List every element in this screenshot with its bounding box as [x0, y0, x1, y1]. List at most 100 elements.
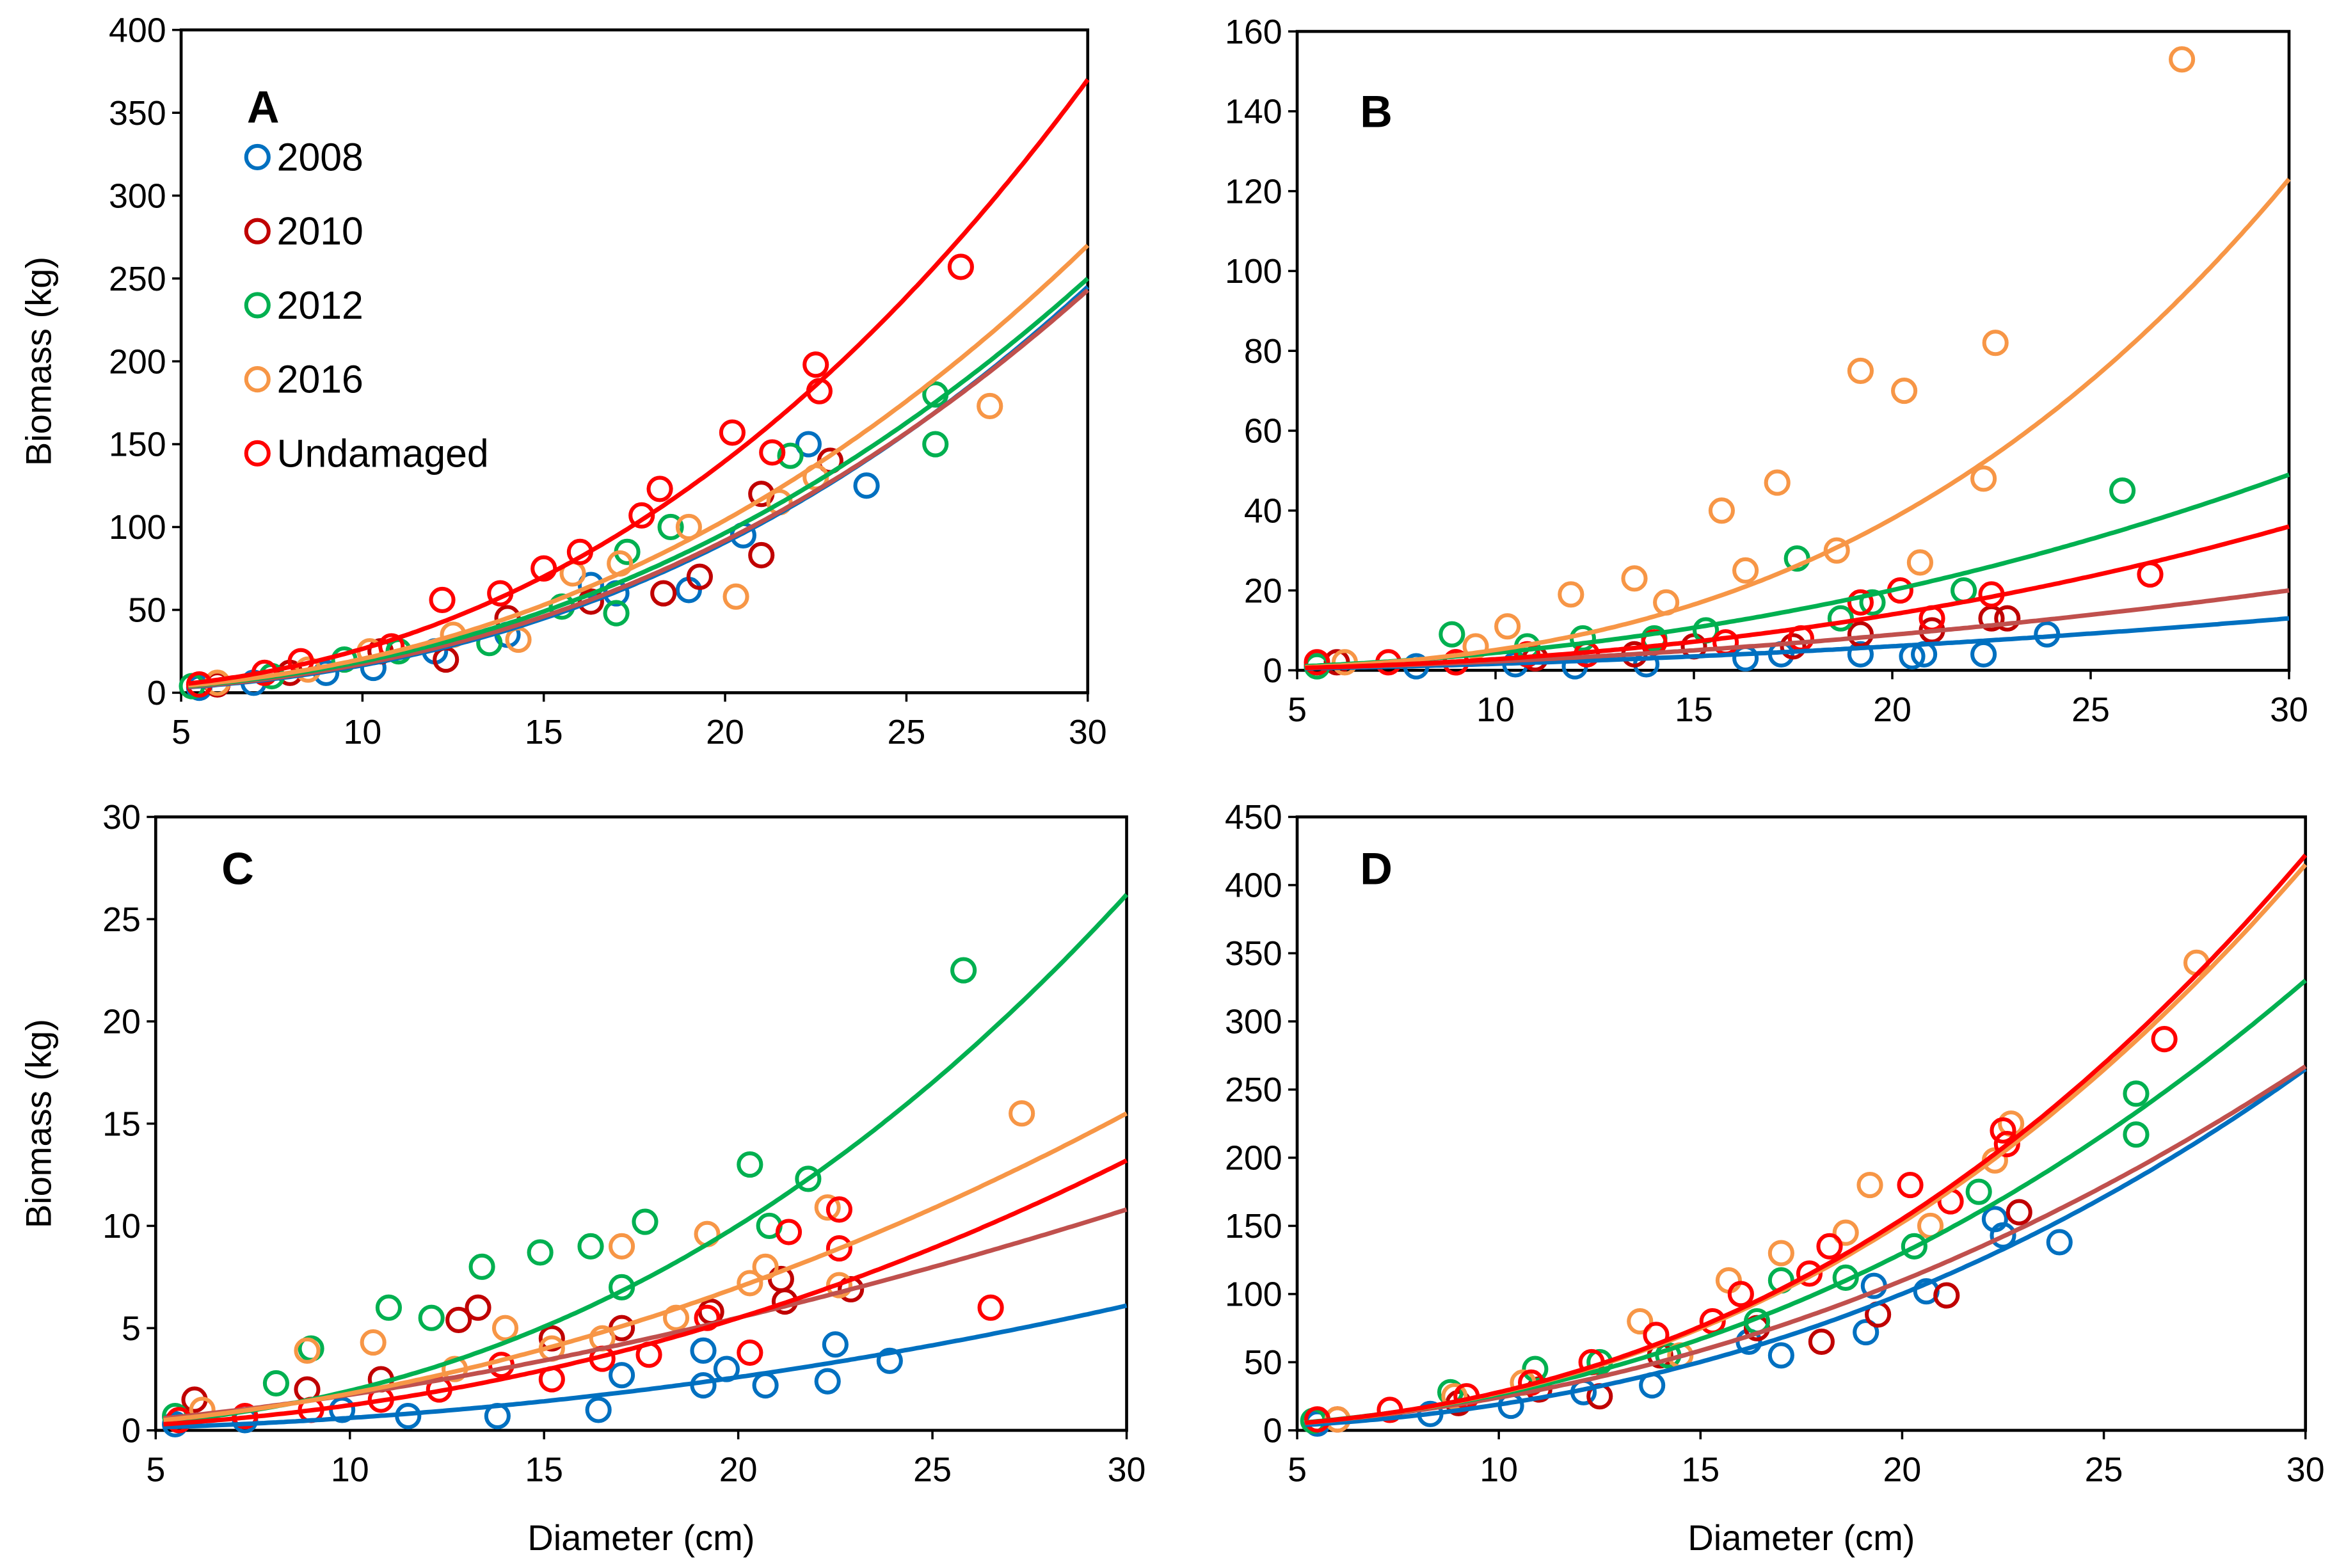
y-tick-label: 20 [1244, 572, 1282, 610]
panel-B: 5 10 15 20 25 30 0 20 40 60 80 100 120 140 160 B [1225, 13, 2308, 729]
fit-line-2008 [163, 1303, 1128, 1430]
x-tick-label: 10 [1476, 691, 1515, 729]
fit-line-2010 [1305, 1064, 2307, 1425]
y-tick-label: 350 [109, 94, 166, 132]
point-2016 [1494, 613, 1521, 640]
point-2012 [527, 1239, 554, 1266]
y-tick-label: 0 [1263, 1412, 1282, 1450]
x-axis-label: Diameter (cm) [527, 1517, 754, 1558]
point-2010 [1780, 633, 1807, 660]
x-tick-label: 25 [913, 1450, 952, 1489]
y-tick-label: 200 [1225, 1139, 1282, 1178]
point-Undamaged [1816, 1233, 1843, 1260]
y-tick-label: 120 [1225, 172, 1282, 211]
point-2012 [577, 1233, 604, 1260]
y-axis-label: Biomass (kg) [19, 257, 59, 466]
x-tick-label: 10 [1480, 1450, 1518, 1489]
point-2012 [418, 1304, 445, 1331]
point-2012 [922, 431, 949, 458]
y-axis-label: Biomass (kg) [19, 1019, 59, 1228]
point-2016 [1708, 497, 1735, 524]
point-2012 [1827, 605, 1854, 632]
fit-line-2016 [188, 243, 1090, 688]
legend-marker-2012 [244, 292, 271, 319]
y-tick-label: 350 [1225, 934, 1282, 973]
x-tick-label: 30 [1108, 1450, 1146, 1489]
point-2016 [1832, 1219, 1859, 1246]
point-Undamaged [2151, 1026, 2178, 1053]
y-tick-label: 300 [1225, 1003, 1282, 1041]
y-tick-label: 20 [102, 1003, 141, 1041]
point-2012 [375, 1294, 403, 1321]
legend-label: 2016 [277, 358, 363, 401]
y-tick-label: 15 [102, 1105, 141, 1143]
point-2008 [585, 1396, 612, 1423]
point-2012 [795, 1165, 822, 1192]
y-tick-label: 10 [102, 1207, 141, 1245]
point-2008 [608, 1362, 635, 1389]
point-2008 [876, 1347, 903, 1374]
fit-line-2008 [188, 285, 1090, 690]
fit-line-Undamaged [1305, 853, 2308, 1425]
point-2016 [1906, 549, 1933, 576]
x-tick-label: 10 [331, 1450, 369, 1489]
point-2012 [1522, 1356, 1549, 1382]
panel-letter: A [247, 83, 280, 132]
x-tick-label: 25 [888, 713, 926, 751]
point-2016 [1847, 357, 1874, 384]
point-2016 [1441, 1383, 1468, 1410]
point-2010 [1808, 1328, 1835, 1356]
point-Undamaged [947, 253, 974, 280]
point-2008 [1990, 1222, 2016, 1249]
y-tick-label: 150 [109, 426, 166, 464]
point-Undamaged [628, 502, 655, 529]
x-axis-label: Diameter (cm) [1688, 1517, 1915, 1558]
point-2012 [1859, 589, 1886, 616]
point-Undamaged [646, 476, 673, 502]
y-tick-label: 60 [1244, 412, 1282, 451]
fit-line-2008 [1305, 1067, 2307, 1428]
point-2016 [1970, 465, 1997, 492]
y-tick-label: 100 [1225, 1276, 1282, 1314]
point-Undamaged [719, 419, 746, 446]
fit-line-2012 [188, 276, 1090, 689]
point-2010 [650, 580, 677, 607]
point-Undamaged [826, 1196, 853, 1223]
x-tick-label: 25 [2071, 691, 2110, 729]
point-2008 [814, 1368, 841, 1395]
point-2016 [826, 1272, 853, 1299]
point-2016 [491, 1315, 519, 1341]
point-2016 [360, 1329, 387, 1356]
y-tick-label: 200 [109, 342, 166, 381]
point-2016 [1891, 378, 1918, 404]
y-tick-label: 160 [1225, 13, 1282, 51]
point-2008 [690, 1372, 717, 1399]
legend-label: Undamaged [277, 431, 489, 475]
point-2012 [737, 1151, 763, 1178]
point-2008 [1853, 1318, 1879, 1346]
point-2012 [1439, 621, 1465, 648]
point-2010 [1994, 605, 2021, 632]
x-tick-label: 20 [719, 1450, 758, 1489]
panel-letter: D [1360, 844, 1392, 894]
y-tick-label: 450 [1225, 798, 1282, 836]
point-2012 [632, 1208, 658, 1235]
point-2008 [795, 431, 822, 458]
point-2016 [608, 1233, 635, 1260]
point-2012 [657, 513, 684, 541]
point-2012 [1965, 1178, 1992, 1205]
point-2016 [1627, 1308, 1654, 1335]
point-Undamaged [775, 1219, 802, 1245]
point-2008 [1767, 1342, 1794, 1369]
x-tick-label: 15 [1681, 1450, 1720, 1489]
point-2008 [853, 472, 880, 499]
y-tick-label: 400 [1225, 867, 1282, 905]
y-tick-label: 50 [128, 591, 166, 630]
point-2008 [690, 1337, 717, 1364]
point-Undamaged [1897, 1171, 1924, 1199]
point-2010 [2006, 1199, 2032, 1226]
panel-D: 5 10 15 20 25 30050100150200250300350400450Di… [1225, 798, 2325, 1558]
y-tick-label: 25 [102, 900, 141, 939]
x-tick-label: 15 [1675, 691, 1713, 729]
